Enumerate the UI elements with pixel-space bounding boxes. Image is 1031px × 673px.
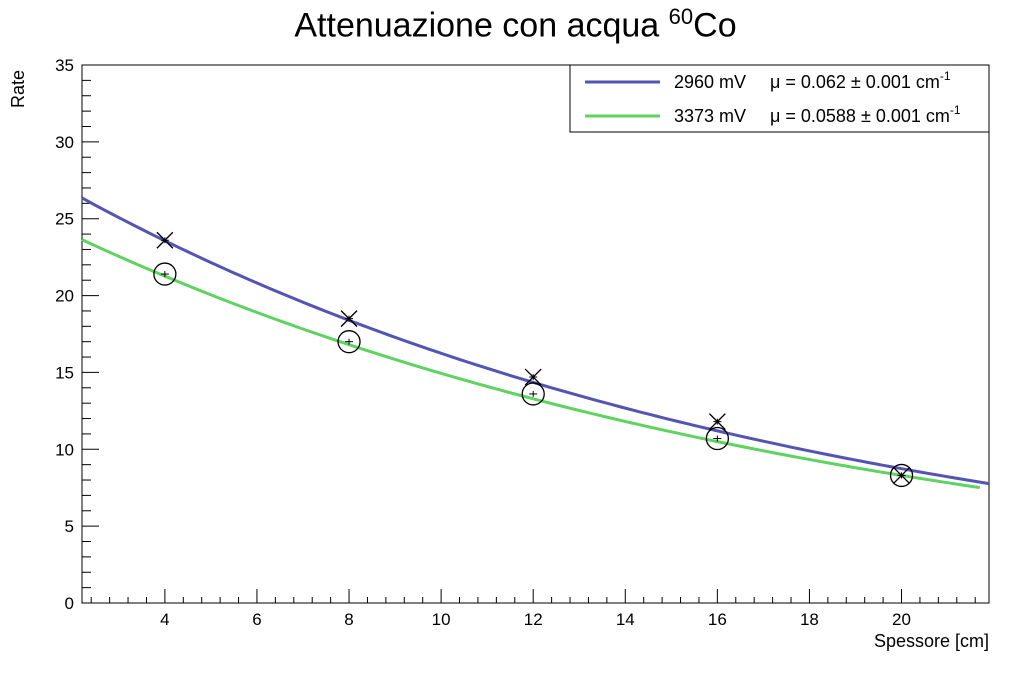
data-point-2960 xyxy=(708,413,726,431)
y-tick-label: 15 xyxy=(55,363,74,382)
legend: 2960 mV μ = 0.062 ± 0.001 cm-1 3373 mV μ… xyxy=(569,64,990,133)
x-tick-label: 18 xyxy=(800,610,819,629)
data-point-3373 xyxy=(521,382,545,406)
x-tick-label: 12 xyxy=(524,610,543,629)
y-tick-label: 35 xyxy=(55,56,74,75)
y-tick-label: 10 xyxy=(55,440,74,459)
x-axis-label: Spessore [cm] xyxy=(874,631,989,651)
legend-label-2960: 2960 mV xyxy=(674,72,746,92)
x-tick-label: 10 xyxy=(432,610,451,629)
legend-mu-exp-2960: -1 xyxy=(940,69,951,83)
y-tick-label: 30 xyxy=(55,133,74,152)
legend-mu-exp-3373: -1 xyxy=(950,103,961,117)
data-point-3373 xyxy=(337,330,361,354)
legend-mu-3373: μ = 0.0588 ± 0.001 cm-1 xyxy=(770,103,961,126)
fit-curves xyxy=(81,196,990,490)
data-point-3373 xyxy=(889,463,914,488)
data-points xyxy=(153,231,914,488)
axes: 4 6 8 10 12 14 16 18 20 0 5 10 15 20 25 30 35 xyxy=(55,56,976,629)
x-tick-label: 16 xyxy=(708,610,727,629)
legend-mu-2960: μ = 0.062 ± 0.001 cm-1 xyxy=(770,69,951,92)
x-tick-label: 6 xyxy=(252,610,261,629)
x-tick-label: 8 xyxy=(344,610,353,629)
legend-mu-text-3373: μ = 0.0588 ± 0.001 cm xyxy=(770,106,950,126)
y-tick-label: 25 xyxy=(55,210,74,229)
data-point-2960 xyxy=(156,231,174,249)
chart-title-superscript: 60 xyxy=(668,4,694,29)
fit-curve-3373 xyxy=(81,238,981,490)
y-axis-label: Rate xyxy=(8,70,28,108)
legend-mu-text-2960: μ = 0.062 ± 0.001 cm xyxy=(770,72,940,92)
x-tick-label: 20 xyxy=(892,610,911,629)
y-tick-label: 20 xyxy=(55,287,74,306)
data-point-3373 xyxy=(705,426,730,451)
plot-frame xyxy=(81,64,990,604)
legend-label-3373: 3373 mV xyxy=(674,106,746,126)
data-point-2960 xyxy=(524,368,542,386)
data-point-2960 xyxy=(340,310,358,328)
legend-box xyxy=(569,64,990,133)
chart-title: Attenuazione con acqua 60Co xyxy=(0,4,1031,45)
y-tick-label: 5 xyxy=(65,517,74,536)
chart-title-text: Attenuazione con acqua xyxy=(294,6,669,45)
x-tick-label: 14 xyxy=(616,610,635,629)
y-tick-label: 0 xyxy=(65,594,74,613)
x-tick-label: 4 xyxy=(160,610,169,629)
chart-title-suffix: Co xyxy=(693,6,737,45)
fit-curve-2960 xyxy=(81,196,990,486)
data-point-3373 xyxy=(153,262,177,286)
